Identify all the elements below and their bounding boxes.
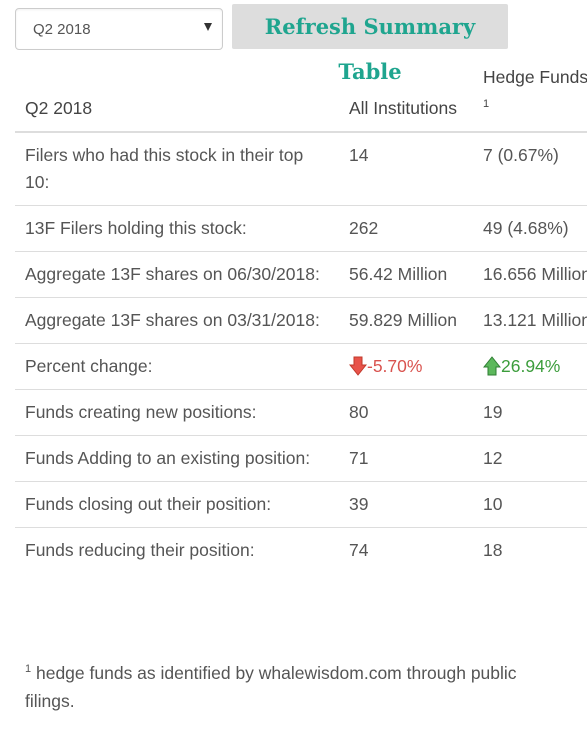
row-all-value: 39	[339, 480, 473, 528]
header-hedge-funds-label: Hedge Funds	[483, 67, 587, 87]
table-row: Funds Adding to an existing position: 71…	[15, 434, 587, 482]
row-all-value: 262	[339, 204, 473, 252]
refresh-summary-table-button[interactable]: Refresh Summary Table	[232, 4, 508, 84]
chevron-down-icon	[204, 23, 212, 31]
header-all-institutions: All Institutions	[339, 58, 473, 133]
header-hedge-funds: Hedge Funds 1	[473, 58, 587, 133]
row-label: Funds closing out their position:	[15, 480, 339, 528]
row-all-value: 71	[339, 434, 473, 482]
row-all-change: -5.70%	[339, 342, 473, 390]
summary-table-container[interactable]: Q2 2018 All Institutions Hedge Funds 1 Fi…	[15, 58, 587, 573]
quarter-select[interactable]: Q2 2018	[15, 8, 223, 50]
row-hedge-change: 26.94%	[473, 342, 587, 390]
row-hedge-value: 12	[473, 434, 587, 482]
row-hedge-value: 13.121 Million	[473, 296, 587, 344]
row-hedge-value: 18	[473, 526, 587, 573]
arrow-up-icon	[483, 356, 501, 376]
footnote: 1 hedge funds as identified by whalewisd…	[25, 655, 570, 715]
row-all-value: 56.42 Million	[339, 250, 473, 298]
footnote-marker: 1	[25, 663, 32, 675]
quarter-select-value: Q2 2018	[33, 21, 91, 38]
row-label: Percent change:	[15, 342, 339, 390]
row-label: 13F Filers holding this stock:	[15, 204, 339, 252]
row-hedge-value: 10	[473, 480, 587, 528]
row-label: Funds creating new positions:	[15, 388, 339, 436]
table-row: Percent change: -5.70% 26.94%	[15, 342, 587, 390]
row-all-value: 59.829 Million	[339, 296, 473, 344]
row-label: Funds reducing their position:	[15, 526, 339, 573]
table-row: Funds closing out their position: 39 10	[15, 480, 587, 528]
arrow-down-icon	[349, 356, 367, 376]
row-label: Aggregate 13F shares on 03/31/2018:	[15, 296, 339, 344]
row-all-value: 80	[339, 388, 473, 436]
row-hedge-value: 19	[473, 388, 587, 436]
row-label: Aggregate 13F shares on 06/30/2018:	[15, 250, 339, 298]
table-row: 13F Filers holding this stock: 262 49 (4…	[15, 204, 587, 252]
row-hedge-value: 49 (4.68%)	[473, 204, 587, 252]
header-hedge-funds-note: 1	[483, 98, 490, 110]
hedge-percent-change: 26.94%	[501, 355, 561, 376]
header-period: Q2 2018	[15, 58, 339, 133]
table-row: Aggregate 13F shares on 06/30/2018: 56.4…	[15, 250, 587, 298]
table-row: Aggregate 13F shares on 03/31/2018: 59.8…	[15, 296, 587, 344]
table-row: Filers who had this stock in their top 1…	[15, 131, 587, 206]
row-hedge-value: 7 (0.67%)	[473, 131, 587, 206]
footnote-text: hedge funds as identified by whalewisdom…	[25, 662, 517, 711]
table-header-row: Q2 2018 All Institutions Hedge Funds 1	[15, 58, 587, 133]
row-label: Funds Adding to an existing position:	[15, 434, 339, 482]
row-all-value: 14	[339, 131, 473, 206]
all-percent-change: -5.70%	[367, 355, 423, 376]
table-row: Funds creating new positions: 80 19	[15, 388, 587, 436]
table-row: Funds reducing their position: 74 18	[15, 526, 587, 573]
summary-table: Q2 2018 All Institutions Hedge Funds 1 Fi…	[15, 58, 587, 573]
row-hedge-value: 16.656 Million	[473, 250, 587, 298]
row-label: Filers who had this stock in their top 1…	[15, 131, 339, 206]
row-all-value: 74	[339, 526, 473, 573]
